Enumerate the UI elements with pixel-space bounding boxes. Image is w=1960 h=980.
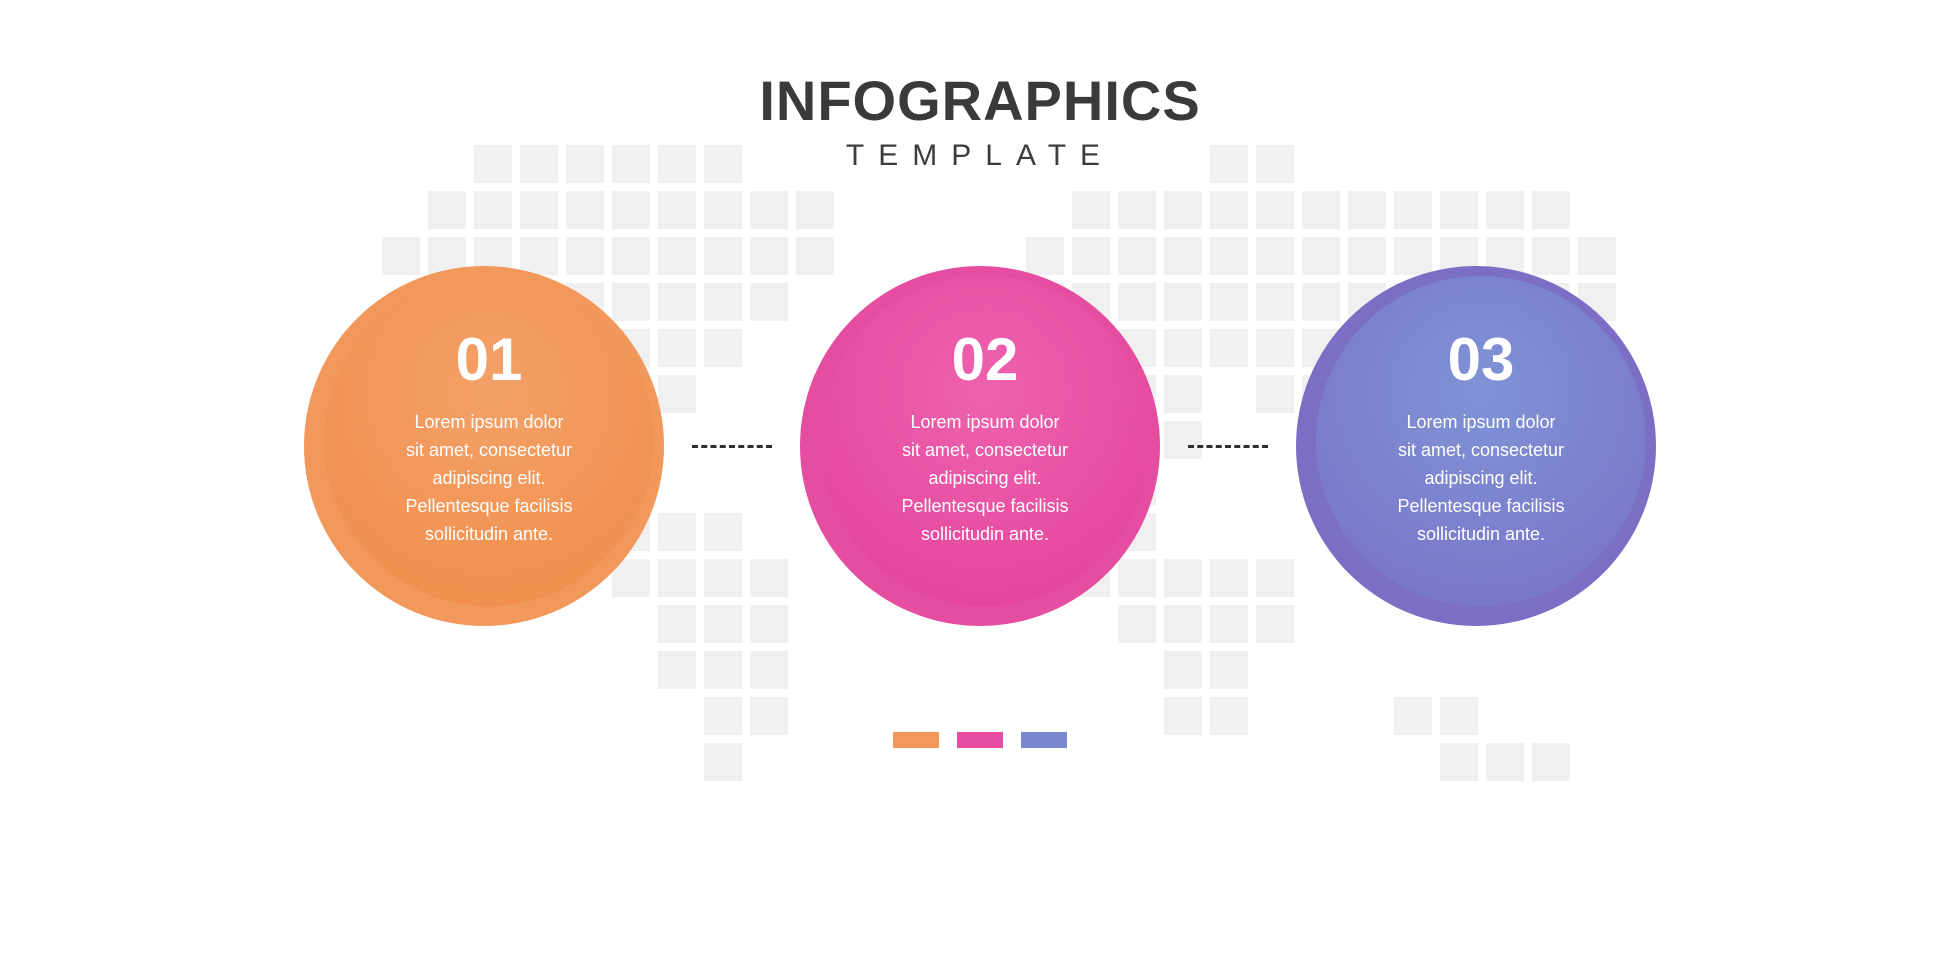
legend-swatch-2 bbox=[957, 732, 1003, 748]
step-number: 03 bbox=[1448, 330, 1515, 390]
title-block: INFOGRAPHICS TEMPLATE bbox=[0, 0, 1960, 173]
color-legend bbox=[893, 732, 1067, 748]
connector-2 bbox=[1188, 445, 1268, 448]
step-01: 01 Lorem ipsum dolor sit amet, consectetu… bbox=[304, 266, 664, 626]
step-body: Lorem ipsum dolor sit amet, consectetur … bbox=[1397, 408, 1564, 548]
step-body: Lorem ipsum dolor sit amet, consectetur … bbox=[901, 408, 1068, 548]
steps-row: 01 Lorem ipsum dolor sit amet, consectetu… bbox=[304, 266, 1656, 626]
connector-1 bbox=[692, 445, 772, 448]
legend-swatch-3 bbox=[1021, 732, 1067, 748]
legend-swatch-1 bbox=[893, 732, 939, 748]
step-number: 02 bbox=[952, 330, 1019, 390]
step-outer-circle: 02 Lorem ipsum dolor sit amet, consectetu… bbox=[800, 266, 1160, 626]
step-inner-circle: 01 Lorem ipsum dolor sit amet, consectetu… bbox=[324, 276, 654, 606]
step-outer-circle: 01 Lorem ipsum dolor sit amet, consectetu… bbox=[304, 266, 664, 626]
step-03: 03 Lorem ipsum dolor sit amet, consectetu… bbox=[1296, 266, 1656, 626]
step-number: 01 bbox=[456, 330, 523, 390]
step-body: Lorem ipsum dolor sit amet, consectetur … bbox=[405, 408, 572, 548]
step-inner-circle: 02 Lorem ipsum dolor sit amet, consectetu… bbox=[820, 276, 1150, 606]
page-title: INFOGRAPHICS bbox=[0, 68, 1960, 133]
step-outer-circle: 03 Lorem ipsum dolor sit amet, consectetu… bbox=[1296, 266, 1656, 626]
step-02: 02 Lorem ipsum dolor sit amet, consectetu… bbox=[800, 266, 1160, 626]
page-subtitle: TEMPLATE bbox=[0, 139, 1960, 173]
step-inner-circle: 03 Lorem ipsum dolor sit amet, consectetu… bbox=[1316, 276, 1646, 606]
